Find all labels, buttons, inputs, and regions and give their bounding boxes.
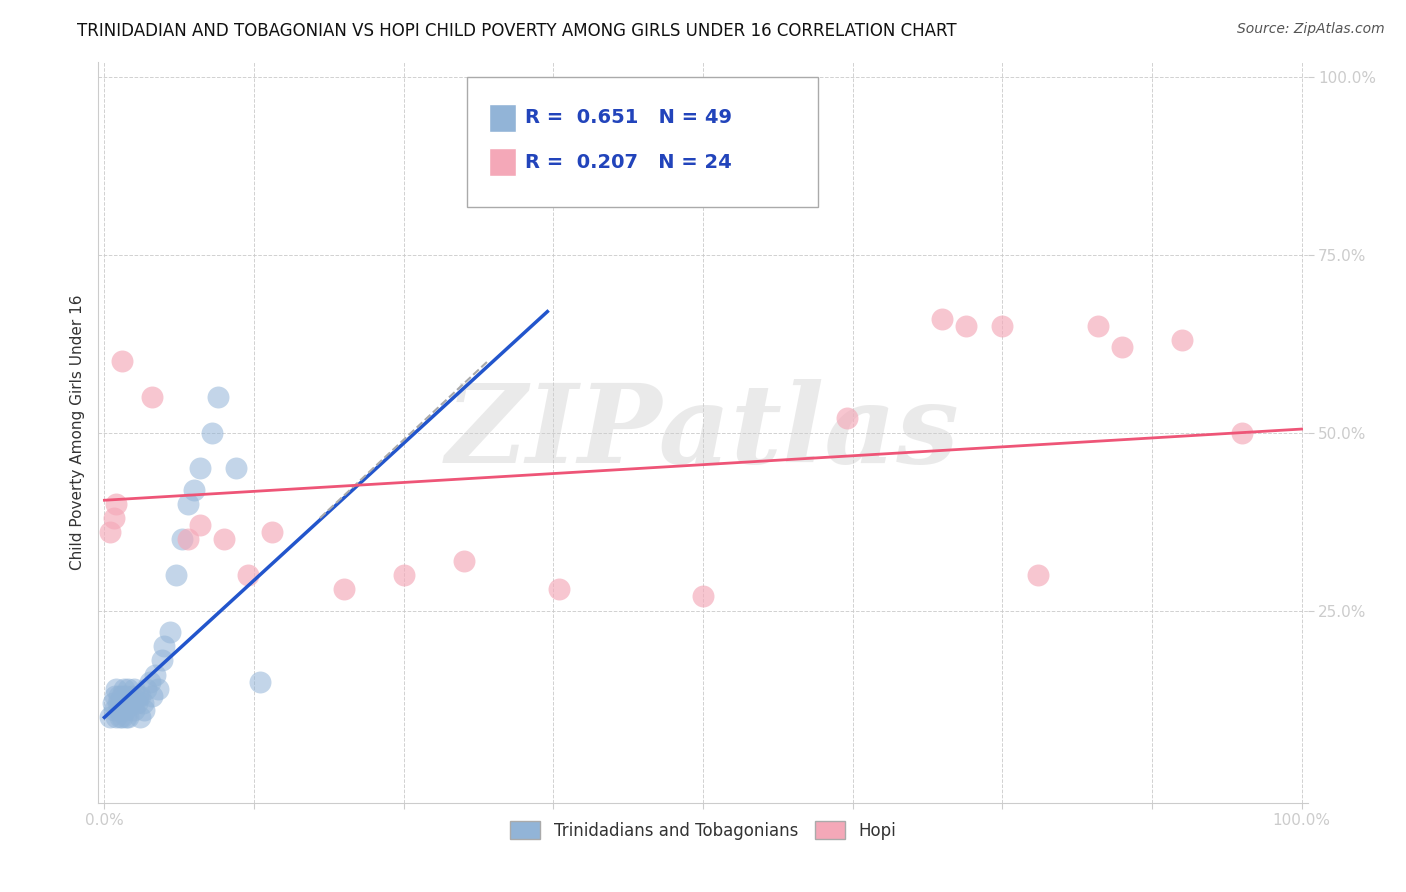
Point (692, 590, 714, 604)
Point (107, 689, 129, 703)
Point (117, 710, 139, 724)
Legend: Trinidadians and Tobagonians, Hopi: Trinidadians and Tobagonians, Hopi (503, 814, 903, 847)
Point (100, 710, 122, 724)
Point (111, 354, 134, 368)
Point (172, 533, 194, 547)
Point (249, 674, 271, 689)
Point (125, 696, 148, 710)
Point (110, 703, 132, 717)
Point (115, 696, 138, 710)
Point (143, 667, 166, 681)
Point (177, 497, 200, 511)
Point (103, 511, 125, 525)
Point (955, 318, 977, 333)
Point (148, 681, 170, 696)
Point (112, 681, 135, 696)
Point (135, 681, 157, 696)
Bar (489, 148, 516, 177)
Point (105, 497, 128, 511)
Point (260, 525, 283, 540)
Point (548, 582, 571, 597)
Point (177, 533, 200, 547)
Point (115, 689, 138, 703)
Text: R =  0.651   N = 49: R = 0.651 N = 49 (526, 109, 733, 128)
Point (108, 710, 131, 724)
Point (835, 411, 858, 425)
Point (115, 710, 138, 724)
Point (103, 703, 125, 717)
Point (1087, 318, 1109, 333)
Point (127, 689, 149, 703)
Point (129, 689, 152, 703)
Point (188, 518, 211, 533)
Point (165, 568, 187, 582)
Point (991, 318, 1014, 333)
Text: R =  0.207   N = 24: R = 0.207 N = 24 (526, 153, 733, 172)
Point (117, 681, 139, 696)
Point (124, 681, 146, 696)
Point (121, 689, 143, 703)
Point (105, 681, 128, 696)
Text: ZIPatlas: ZIPatlas (446, 379, 960, 486)
Point (225, 461, 247, 475)
Point (108, 696, 131, 710)
Point (1171, 333, 1194, 347)
Point (183, 483, 205, 497)
Point (132, 703, 155, 717)
Point (212, 533, 235, 547)
Point (159, 624, 181, 639)
Point (101, 696, 124, 710)
Point (931, 311, 953, 326)
Point (112, 696, 135, 710)
Point (333, 582, 356, 597)
Point (100, 525, 122, 540)
Point (111, 689, 134, 703)
Point (453, 554, 475, 568)
Point (188, 461, 211, 475)
Point (1230, 425, 1253, 440)
Point (153, 639, 176, 653)
Point (141, 390, 163, 404)
Y-axis label: Child Poverty Among Girls Under 16: Child Poverty Among Girls Under 16 (69, 295, 84, 570)
Point (107, 696, 129, 710)
Point (129, 710, 152, 724)
Point (105, 710, 128, 724)
Point (104, 689, 127, 703)
Point (1111, 340, 1133, 354)
Point (141, 689, 163, 703)
Point (236, 568, 259, 582)
Point (150, 653, 173, 667)
Point (139, 674, 162, 689)
Point (120, 696, 142, 710)
Point (207, 390, 229, 404)
Point (124, 703, 146, 717)
Bar (489, 103, 516, 132)
Point (1026, 568, 1049, 582)
Point (107, 703, 129, 717)
Point (392, 568, 415, 582)
Text: Source: ZipAtlas.com: Source: ZipAtlas.com (1237, 22, 1385, 37)
Point (111, 710, 134, 724)
Point (132, 696, 155, 710)
Point (114, 703, 136, 717)
Text: TRINIDADIAN AND TOBAGONIAN VS HOPI CHILD POVERTY AMONG GIRLS UNDER 16 CORRELATIO: TRINIDADIAN AND TOBAGONIAN VS HOPI CHILD… (77, 22, 957, 40)
FancyBboxPatch shape (467, 78, 818, 207)
Point (201, 425, 224, 440)
